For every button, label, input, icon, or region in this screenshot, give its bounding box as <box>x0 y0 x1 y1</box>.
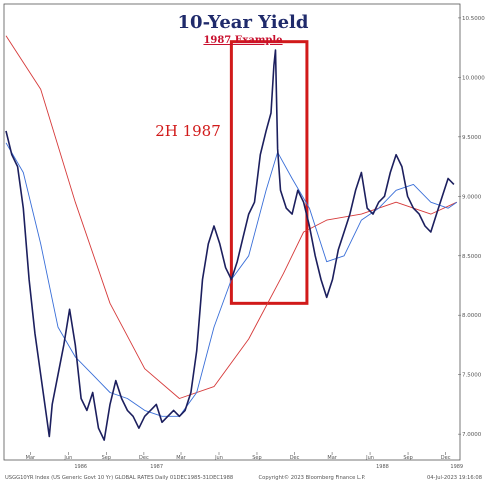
y-tick-label: 10.0000 <box>462 75 485 81</box>
y-tick-label: 9.5000 <box>462 135 482 141</box>
highlight-box-2h-1987 <box>229 40 309 305</box>
x-tick-label: Mar <box>176 455 186 461</box>
y-tick-label: 10.5000 <box>462 16 485 22</box>
yield-line <box>5 49 455 441</box>
ma-short-line <box>5 142 458 417</box>
x-tick-label: Sep <box>252 455 261 461</box>
y-tick-label: 9.0000 <box>462 194 482 200</box>
x-year-label: 1987 <box>150 464 163 470</box>
y-tick-label: 8.0000 <box>462 313 482 319</box>
x-tick-label: Dec <box>290 455 300 461</box>
x-tick-label: Jun <box>63 455 72 461</box>
ma-long-line <box>5 35 457 399</box>
y-tick-label: 8.5000 <box>462 254 482 260</box>
x-tick-label: Sep <box>403 455 412 461</box>
x-tick-label: Sep <box>102 455 111 461</box>
annotation-2h-1987: 2H 1987 <box>155 122 221 140</box>
chart-subtitle: 1987 Example <box>203 35 282 46</box>
x-tick-label: Dec <box>139 455 149 461</box>
y-tick-label: 7.5000 <box>462 373 482 379</box>
chart-title: 10-Year Yield <box>178 12 309 33</box>
x-tick-label: Dec <box>441 455 451 461</box>
x-year-label: 1989 <box>450 464 463 470</box>
y-tick-label: 7.0000 <box>462 432 482 438</box>
footer-copyright: Copyright© 2023 Bloomberg Finance L.P. <box>259 474 366 481</box>
x-tick-label: Jun <box>365 455 374 461</box>
x-tick-label: Jun <box>214 455 223 461</box>
x-tick-label: Mar <box>327 455 337 461</box>
x-year-label: 1986 <box>74 464 87 470</box>
footer-source: USGG10YR Index (US Generic Govt 10 Yr) G… <box>5 475 233 481</box>
footer-timestamp: 04-Jul-2023 19:16:08 <box>427 475 482 481</box>
x-year-label: 1988 <box>376 464 389 470</box>
x-tick-label: Mar <box>26 455 36 461</box>
